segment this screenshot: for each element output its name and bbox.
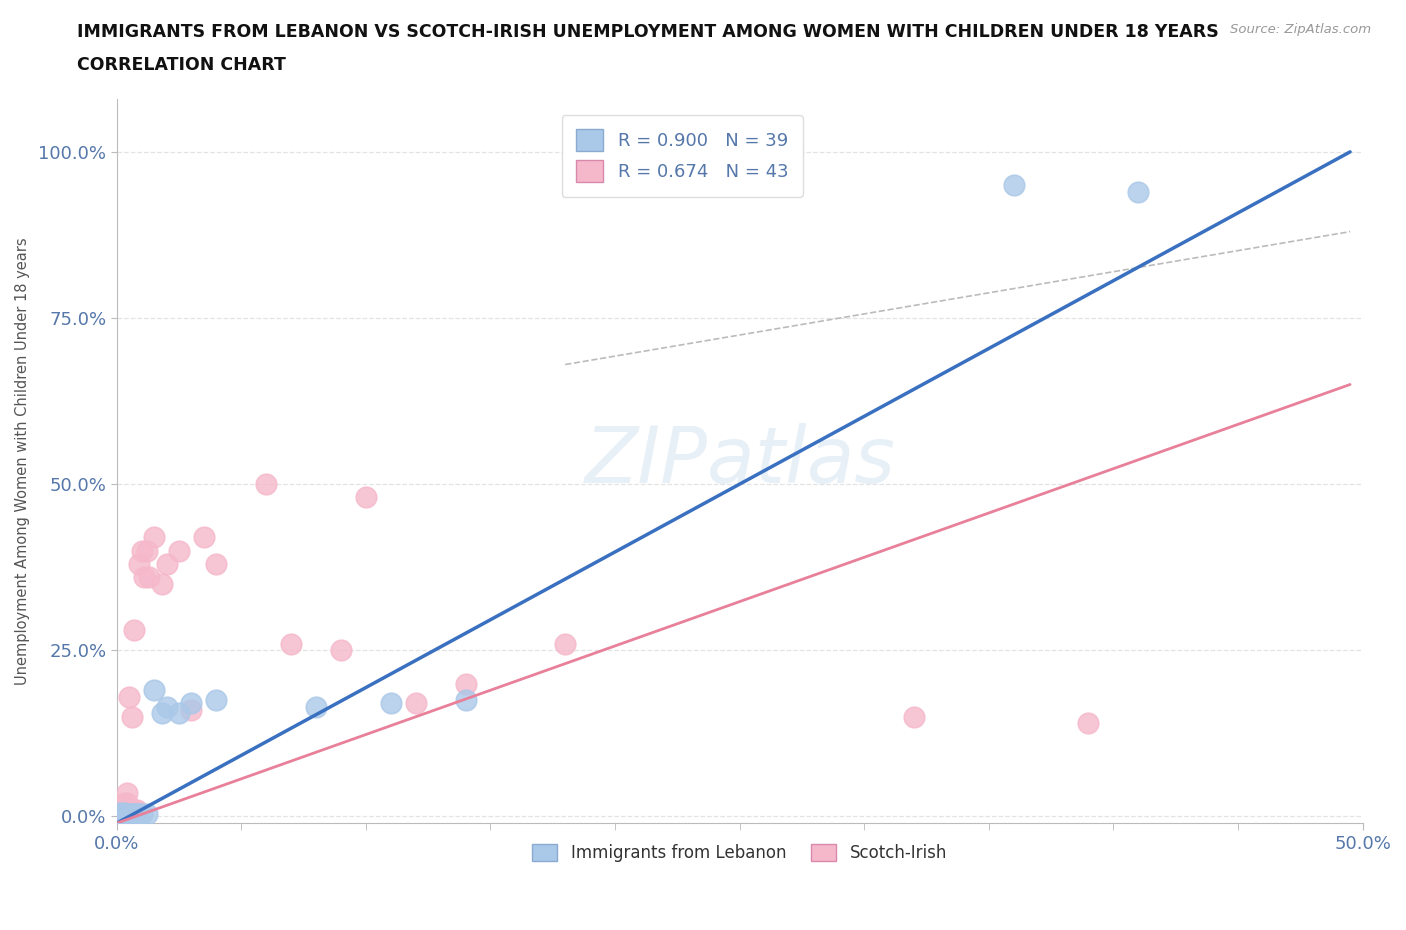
Point xyxy=(122,623,145,638)
Point xyxy=(554,636,576,651)
Point xyxy=(131,543,153,558)
Point xyxy=(167,543,190,558)
Point xyxy=(115,808,138,823)
Point xyxy=(330,643,353,658)
Point xyxy=(380,696,402,711)
Point xyxy=(134,570,156,585)
Point xyxy=(108,805,131,820)
Point xyxy=(111,808,134,823)
Point xyxy=(131,806,153,821)
Point xyxy=(108,807,131,822)
Point xyxy=(108,806,131,821)
Legend: Immigrants from Lebanon, Scotch-Irish: Immigrants from Lebanon, Scotch-Irish xyxy=(526,838,953,870)
Point xyxy=(115,796,138,811)
Point xyxy=(115,786,138,801)
Point xyxy=(108,808,131,823)
Point xyxy=(112,808,135,823)
Point xyxy=(155,556,177,571)
Point xyxy=(121,807,143,822)
Point xyxy=(254,477,277,492)
Point xyxy=(112,806,135,821)
Point xyxy=(150,706,173,721)
Point xyxy=(128,807,150,822)
Point xyxy=(115,803,138,817)
Point xyxy=(122,807,145,822)
Point xyxy=(1002,178,1025,193)
Point xyxy=(108,808,131,823)
Point xyxy=(108,806,131,821)
Point xyxy=(112,805,135,820)
Point xyxy=(143,530,166,545)
Point xyxy=(112,807,135,822)
Point xyxy=(205,556,228,571)
Point xyxy=(118,799,141,814)
Point xyxy=(125,803,148,817)
Point xyxy=(280,636,302,651)
Point xyxy=(138,570,160,585)
Point xyxy=(115,807,138,822)
Point xyxy=(903,710,925,724)
Point xyxy=(1128,184,1150,199)
Point xyxy=(108,808,131,823)
Point xyxy=(205,693,228,708)
Text: IMMIGRANTS FROM LEBANON VS SCOTCH-IRISH UNEMPLOYMENT AMONG WOMEN WITH CHILDREN U: IMMIGRANTS FROM LEBANON VS SCOTCH-IRISH … xyxy=(77,23,1219,41)
Point xyxy=(111,807,134,822)
Point xyxy=(155,699,177,714)
Point xyxy=(108,805,131,820)
Point xyxy=(108,808,131,823)
Text: ZIPatlas: ZIPatlas xyxy=(585,423,896,498)
Point xyxy=(111,807,134,822)
Point xyxy=(125,807,148,822)
Point xyxy=(118,689,141,704)
Point xyxy=(111,806,134,821)
Point xyxy=(121,710,143,724)
Point xyxy=(115,806,138,821)
Point xyxy=(112,805,135,820)
Point xyxy=(118,806,141,821)
Point xyxy=(111,803,134,817)
Point xyxy=(112,807,135,822)
Point xyxy=(180,703,202,718)
Point xyxy=(454,676,477,691)
Point xyxy=(111,806,134,821)
Point xyxy=(354,490,377,505)
Point xyxy=(167,706,190,721)
Point xyxy=(121,806,143,821)
Point xyxy=(135,543,157,558)
Point xyxy=(112,808,135,823)
Point xyxy=(125,806,148,821)
Point xyxy=(193,530,215,545)
Point xyxy=(128,556,150,571)
Point xyxy=(118,807,141,822)
Point xyxy=(305,699,328,714)
Point xyxy=(180,696,202,711)
Point xyxy=(1077,716,1099,731)
Point xyxy=(135,807,157,822)
Point xyxy=(150,577,173,591)
Point xyxy=(111,808,134,823)
Text: CORRELATION CHART: CORRELATION CHART xyxy=(77,56,287,73)
Text: Source: ZipAtlas.com: Source: ZipAtlas.com xyxy=(1230,23,1371,36)
Y-axis label: Unemployment Among Women with Children Under 18 years: Unemployment Among Women with Children U… xyxy=(15,237,30,684)
Point xyxy=(454,693,477,708)
Point xyxy=(112,803,135,817)
Point xyxy=(122,803,145,817)
Point xyxy=(143,683,166,698)
Point xyxy=(108,807,131,822)
Point xyxy=(112,796,135,811)
Point xyxy=(111,808,134,823)
Point xyxy=(405,696,427,711)
Point xyxy=(111,805,134,820)
